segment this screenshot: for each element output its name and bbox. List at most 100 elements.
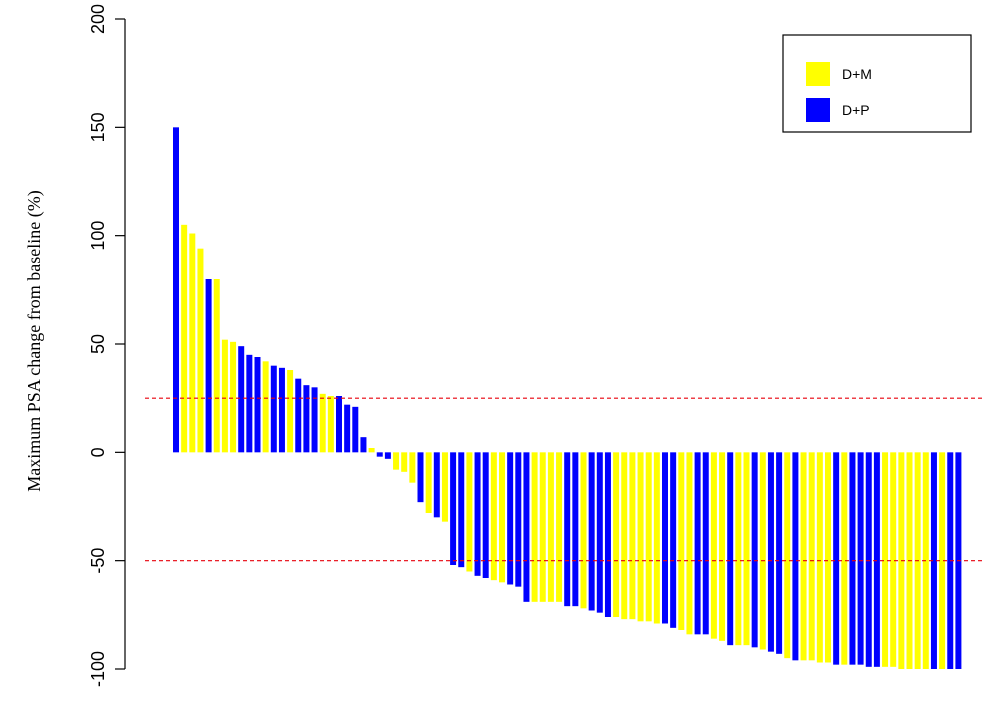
bar bbox=[270, 365, 277, 453]
bar bbox=[515, 452, 522, 587]
bar bbox=[653, 452, 660, 624]
bar bbox=[825, 452, 831, 663]
y-tick-label: 0 bbox=[88, 447, 108, 457]
bar bbox=[287, 370, 294, 453]
bar bbox=[637, 452, 644, 622]
bar bbox=[702, 452, 709, 635]
bar bbox=[596, 452, 603, 613]
y-tick-label: -100 bbox=[88, 651, 108, 687]
bar bbox=[662, 452, 668, 624]
bar bbox=[173, 127, 179, 453]
bar bbox=[278, 367, 285, 453]
bar bbox=[539, 452, 546, 602]
bar bbox=[849, 452, 856, 665]
bar bbox=[474, 452, 481, 576]
legend: D+M D+P bbox=[782, 34, 972, 133]
bar bbox=[295, 378, 302, 453]
bar bbox=[694, 452, 701, 635]
bar bbox=[751, 452, 758, 648]
bar bbox=[507, 452, 514, 585]
bar bbox=[621, 452, 628, 620]
bar bbox=[816, 452, 823, 663]
bar bbox=[629, 452, 636, 620]
bar bbox=[686, 452, 693, 635]
bar bbox=[433, 452, 440, 518]
bar bbox=[890, 452, 897, 667]
bar bbox=[417, 452, 424, 503]
y-tick-label: 50 bbox=[88, 334, 108, 354]
bar bbox=[767, 452, 774, 652]
bar bbox=[254, 357, 261, 453]
y-tick-label: -50 bbox=[88, 548, 108, 574]
bar bbox=[458, 452, 465, 568]
bar bbox=[531, 452, 538, 602]
bar bbox=[344, 404, 351, 453]
bar bbox=[262, 361, 269, 453]
legend-swatch-dp bbox=[806, 98, 830, 122]
bar bbox=[450, 452, 457, 565]
bar bbox=[238, 346, 245, 453]
bar bbox=[865, 452, 872, 667]
bar bbox=[205, 279, 212, 453]
bar bbox=[181, 224, 188, 453]
y-tick-label: 150 bbox=[88, 112, 108, 142]
bar bbox=[327, 396, 334, 453]
bar bbox=[221, 339, 228, 453]
bar bbox=[401, 452, 408, 472]
legend-label-dp: D+P bbox=[842, 102, 870, 118]
bar bbox=[556, 452, 563, 602]
y-axis-title: Maximum PSA change from baseline (%) bbox=[24, 190, 45, 491]
y-axis: 200 150 100 50 0 -50 -100 bbox=[88, 4, 126, 687]
bar bbox=[735, 452, 742, 646]
bar bbox=[393, 452, 400, 470]
bar bbox=[352, 406, 359, 453]
bar bbox=[719, 452, 726, 641]
bar bbox=[425, 452, 432, 513]
legend-swatch-dm bbox=[806, 62, 830, 86]
bar bbox=[670, 452, 677, 628]
bar bbox=[833, 452, 840, 665]
bar bbox=[360, 437, 367, 453]
bar bbox=[588, 452, 595, 611]
bar bbox=[482, 452, 489, 578]
bar bbox=[246, 354, 253, 453]
bar bbox=[613, 452, 620, 617]
bar bbox=[368, 448, 375, 453]
bar bbox=[311, 387, 318, 453]
bar bbox=[727, 452, 734, 646]
bar bbox=[939, 452, 946, 669]
y-tick-label: 200 bbox=[88, 4, 108, 34]
bar bbox=[441, 452, 448, 522]
bar bbox=[319, 393, 326, 453]
bar bbox=[499, 452, 505, 583]
bar bbox=[580, 452, 587, 609]
bar bbox=[792, 452, 799, 661]
bar bbox=[645, 452, 652, 622]
bar bbox=[336, 396, 342, 453]
legend-label-dm: D+M bbox=[842, 66, 872, 82]
bar bbox=[743, 452, 750, 646]
bar bbox=[759, 452, 766, 650]
bar bbox=[857, 452, 864, 665]
reference-lines bbox=[145, 397, 985, 562]
bar bbox=[841, 452, 848, 665]
bar bbox=[490, 452, 497, 581]
bar bbox=[808, 452, 815, 661]
bar bbox=[784, 452, 791, 659]
bar bbox=[930, 452, 937, 669]
bar bbox=[376, 452, 383, 457]
bar bbox=[466, 452, 473, 572]
bar bbox=[564, 452, 571, 607]
bar bbox=[189, 233, 196, 453]
bar bbox=[604, 452, 611, 617]
bar bbox=[678, 452, 685, 630]
bar bbox=[873, 452, 880, 667]
bar bbox=[882, 452, 889, 667]
bar bbox=[213, 279, 220, 453]
bar bbox=[710, 452, 717, 639]
bar bbox=[384, 452, 391, 459]
y-tick-label: 100 bbox=[88, 221, 108, 251]
bar bbox=[303, 385, 310, 453]
bar bbox=[230, 341, 237, 453]
bar bbox=[572, 452, 579, 607]
